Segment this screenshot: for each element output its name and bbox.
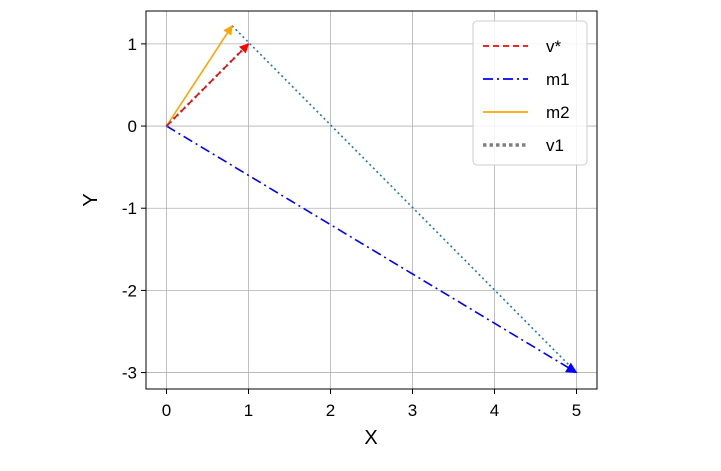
legend-box bbox=[472, 20, 588, 166]
y-axis-label: Y bbox=[80, 193, 102, 206]
series-line-m2 bbox=[165, 24, 233, 127]
connector-line-0 bbox=[231, 25, 578, 374]
x-tick-label: 3 bbox=[408, 401, 417, 420]
x-tick-label: 5 bbox=[572, 401, 581, 420]
series-line-vstar bbox=[165, 43, 250, 127]
y-tick-label: -1 bbox=[122, 199, 137, 218]
legend-label-v1: v1 bbox=[546, 136, 564, 155]
x-axis-label: X bbox=[364, 427, 377, 449]
y-tick-label: 0 bbox=[128, 117, 137, 136]
y-tick-label: -3 bbox=[122, 364, 137, 383]
x-tick-label: 1 bbox=[244, 401, 253, 420]
y-tick-label: 1 bbox=[128, 35, 137, 54]
legend-label-vstar: v* bbox=[546, 37, 562, 56]
y-ticks: 1 0 -1 -2 -3 bbox=[122, 35, 146, 383]
legend-label-m2: m2 bbox=[546, 103, 570, 122]
series-line-v1 bbox=[165, 42, 250, 127]
legend: v* m1 m2 v1 bbox=[472, 20, 588, 166]
series-layer bbox=[165, 24, 578, 374]
x-ticks: 0 1 2 3 4 5 bbox=[162, 389, 581, 420]
legend-label-m1: m1 bbox=[546, 70, 570, 89]
x-tick-label: 0 bbox=[162, 401, 171, 420]
plot-frame bbox=[145, 10, 598, 390]
x-tick-label: 4 bbox=[490, 401, 499, 420]
x-tick-label: 2 bbox=[326, 401, 335, 420]
y-tick-label: -2 bbox=[122, 281, 137, 300]
